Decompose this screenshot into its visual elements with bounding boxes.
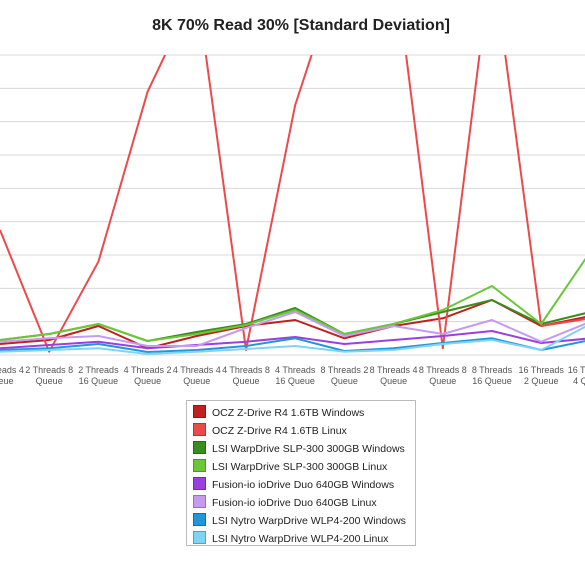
legend-item: OCZ Z-Drive R4 1.6TB Linux bbox=[193, 423, 347, 437]
legend-label: OCZ Z-Drive R4 1.6TB Linux bbox=[212, 425, 347, 437]
legend-swatch bbox=[193, 531, 206, 544]
series-line bbox=[0, 330, 585, 350]
x-tick-label: 2 Threads 16 Queue bbox=[78, 365, 119, 386]
lines bbox=[0, 55, 585, 355]
x-tick-label: 4 Threads 4 Queue bbox=[172, 365, 221, 386]
legend-label: Fusion-io ioDrive Duo 640GB Windows bbox=[212, 479, 395, 491]
x-tick-label: 16 Threads 2 Queue bbox=[518, 365, 564, 386]
legend-label: LSI WarpDrive SLP-300 300GB Linux bbox=[212, 461, 388, 473]
legend-item: OCZ Z-Drive R4 1.6TB Windows bbox=[193, 405, 364, 419]
legend-swatch bbox=[193, 441, 206, 454]
x-tick-label: 16 Threads 4 Queue bbox=[567, 365, 585, 386]
legend-label: LSI Nytro WarpDrive WLP4-200 Linux bbox=[212, 533, 389, 545]
series-line bbox=[0, 325, 585, 355]
x-tick-label: 2 Threads 4 Queue bbox=[0, 365, 24, 386]
legend-item: LSI Nytro WarpDrive WLP4-200 Linux bbox=[193, 531, 388, 545]
legend-label: OCZ Z-Drive R4 1.6TB Windows bbox=[212, 407, 365, 419]
legend-item: Fusion-io ioDrive Duo 640GB Windows bbox=[193, 477, 394, 491]
series-line bbox=[0, 257, 585, 342]
legend-swatch bbox=[193, 477, 206, 490]
chart-title: 8K 70% Read 30% [Standard Deviation] bbox=[152, 17, 450, 34]
legend-item: LSI WarpDrive SLP-300 300GB Windows bbox=[193, 441, 405, 455]
x-tick-label: 4 Threads 8 Queue bbox=[222, 365, 270, 386]
legend-swatch bbox=[193, 495, 206, 508]
legend-label: Fusion-io ioDrive Duo 640GB Linux bbox=[212, 497, 377, 509]
legend: OCZ Z-Drive R4 1.6TB Windows OCZ Z-Drive … bbox=[186, 400, 416, 546]
x-tick-label: 4 Threads 2 Queue bbox=[123, 365, 172, 386]
legend-item: LSI WarpDrive SLP-300 300GB Linux bbox=[193, 459, 387, 473]
legend-swatch bbox=[193, 459, 206, 472]
series-line bbox=[0, 337, 585, 353]
legend-label: LSI Nytro WarpDrive WLP4-200 Windows bbox=[212, 515, 406, 527]
x-tick-label: 8 Threads 8 Queue bbox=[418, 365, 467, 386]
x-tick-label: 2 Threads 8 Queue bbox=[25, 365, 74, 386]
legend-label: LSI WarpDrive SLP-300 300GB Windows bbox=[212, 443, 405, 455]
legend-swatch bbox=[193, 513, 206, 526]
x-tick-label: 8 Threads 2 Queue bbox=[320, 365, 369, 386]
legend-swatch bbox=[193, 423, 206, 436]
x-tick-label: 4 Threads 16 Queue bbox=[275, 365, 316, 386]
legend-item: LSI Nytro WarpDrive WLP4-200 Windows bbox=[193, 513, 406, 527]
series-line bbox=[0, 311, 585, 347]
legend-swatch bbox=[193, 405, 206, 418]
series-line bbox=[0, 55, 585, 353]
legend-item: Fusion-io ioDrive Duo 640GB Linux bbox=[193, 495, 377, 509]
x-tick-label: 8 Threads 4 Queue bbox=[369, 365, 418, 386]
x-tick-label: 8 Threads 16 Queue bbox=[471, 365, 513, 386]
